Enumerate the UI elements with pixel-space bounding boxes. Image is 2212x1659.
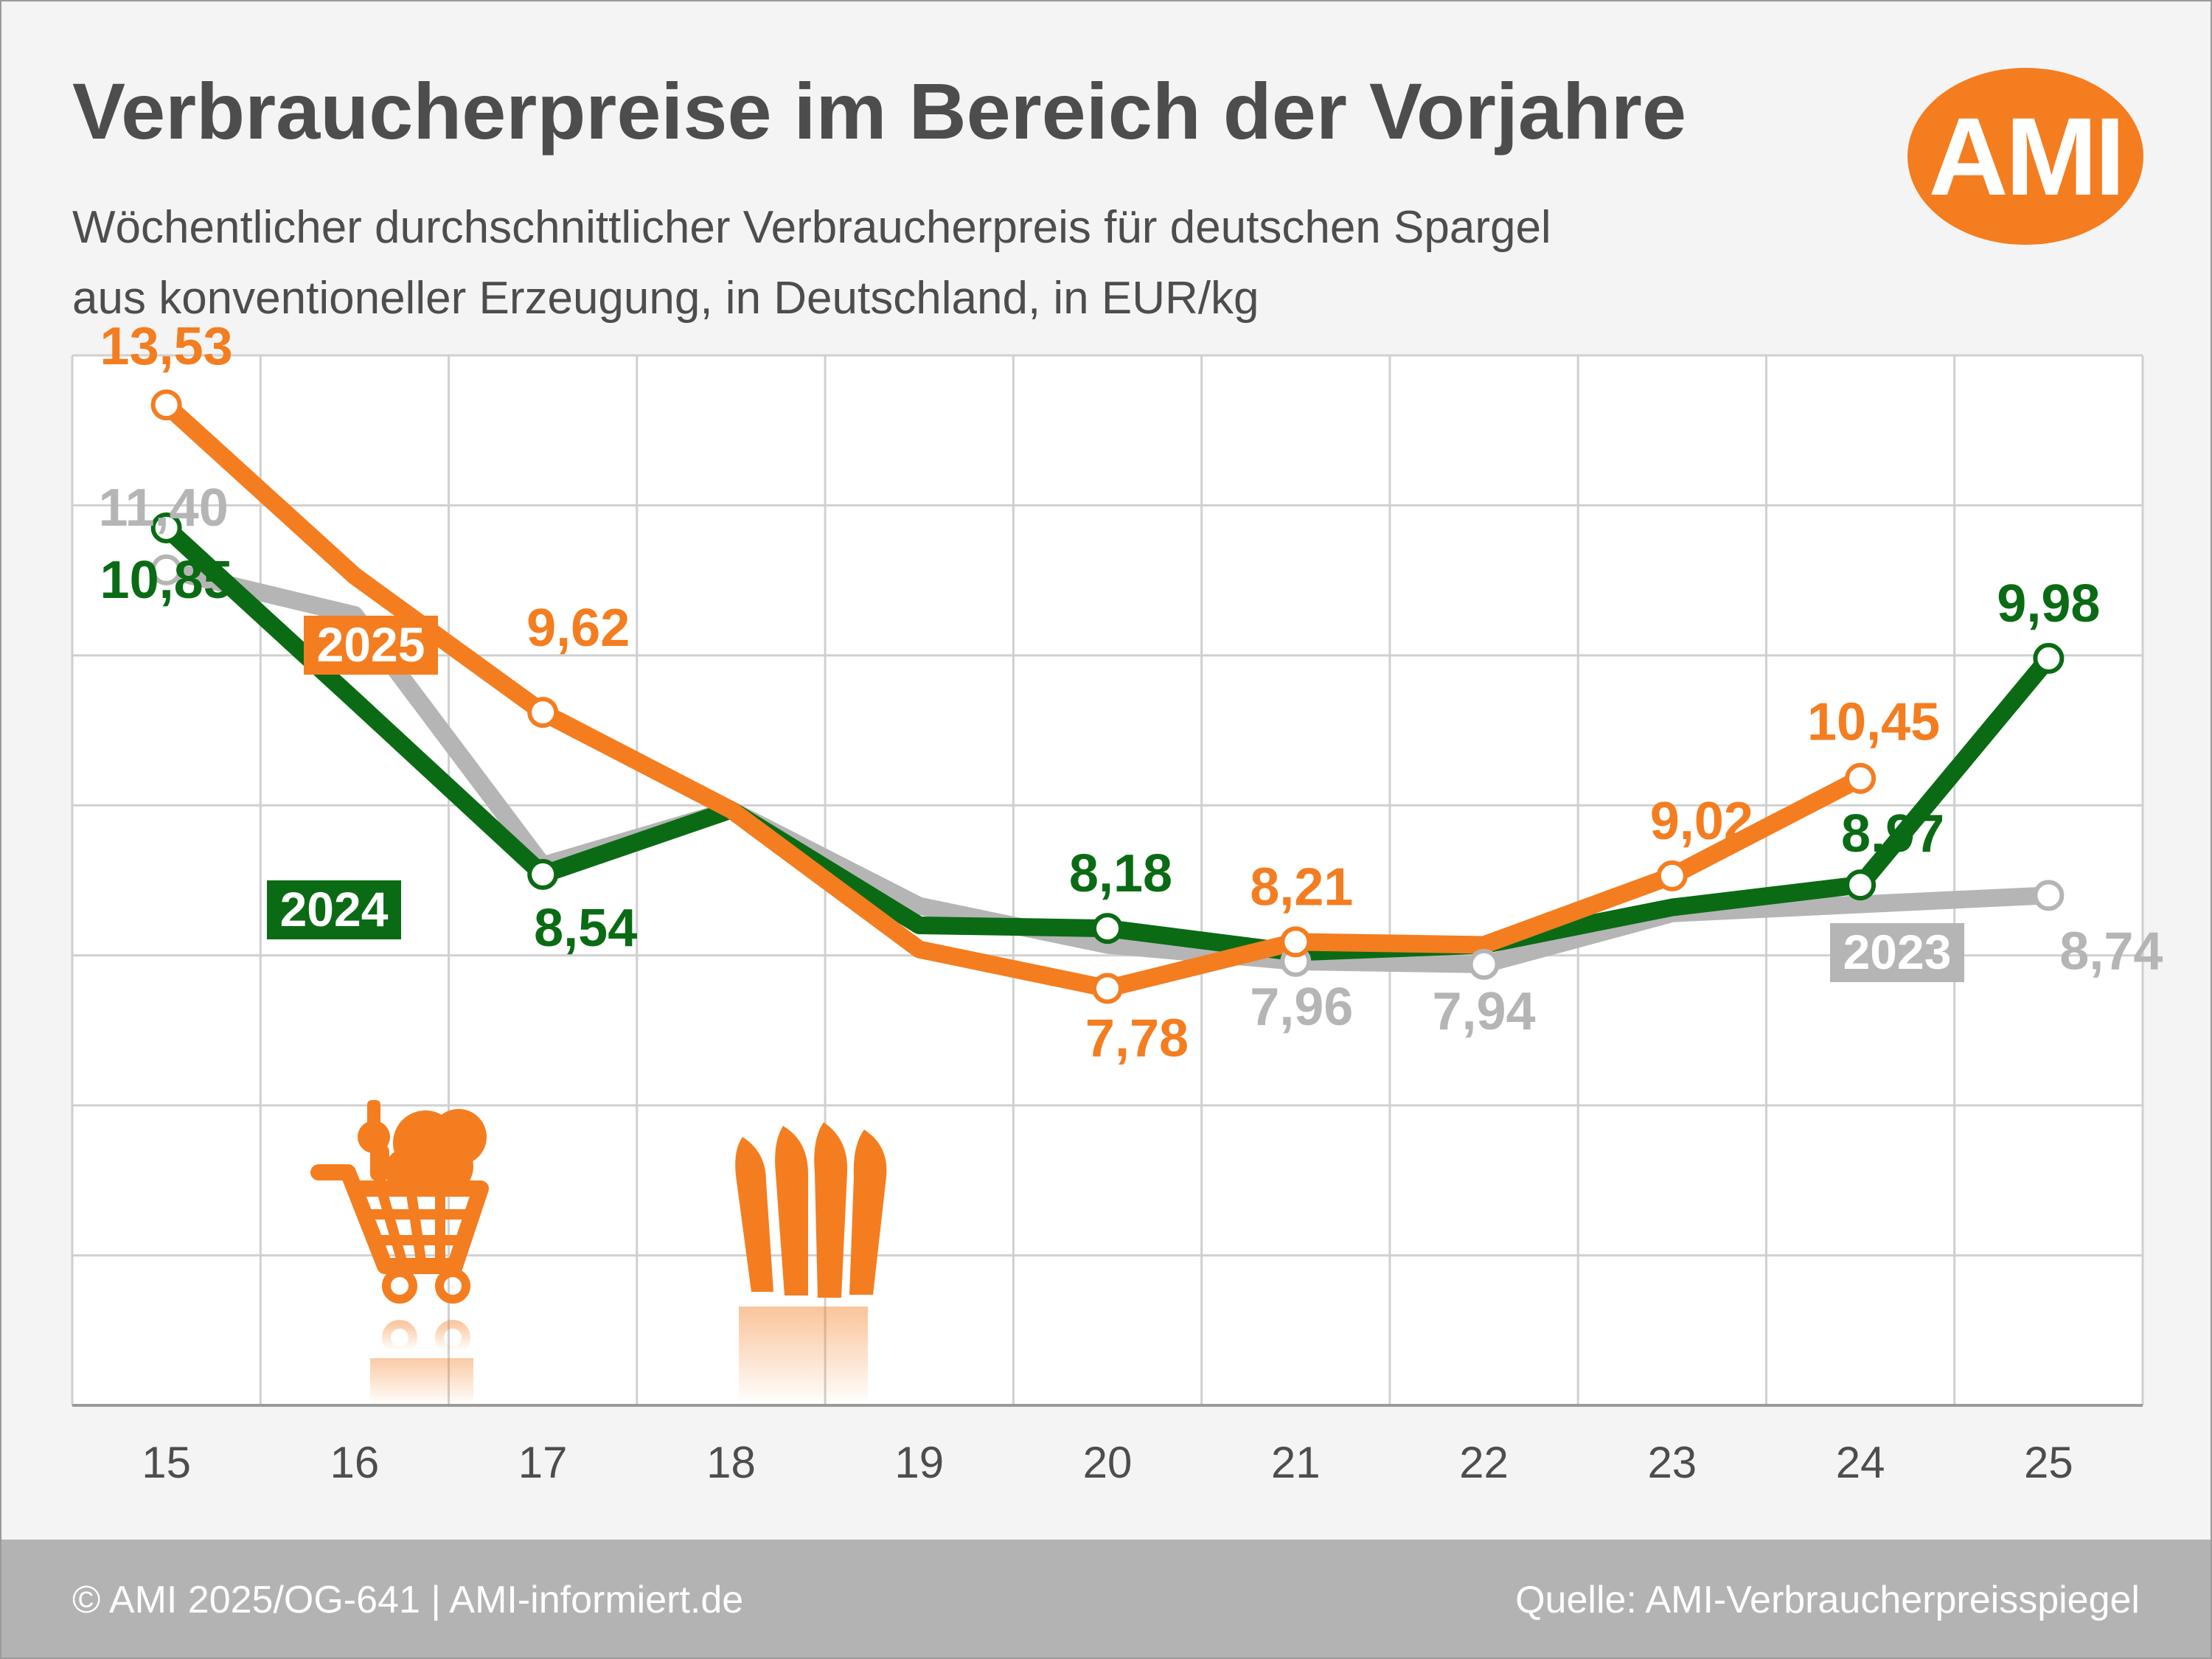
x-tick-label: 19 xyxy=(894,1438,944,1487)
x-tick-label: 23 xyxy=(1647,1438,1697,1487)
x-tick-label: 20 xyxy=(1083,1438,1133,1487)
x-tick-label: 22 xyxy=(1459,1438,1509,1487)
series-tag-box-2023 xyxy=(1830,923,1964,982)
data-label-2025: 9,62 xyxy=(526,599,630,658)
data-label-2023: 7,94 xyxy=(1432,982,1535,1041)
subtitle-line-1: Wöchentlicher durchschnittlicher Verbrau… xyxy=(72,202,1551,253)
data-point-2025 xyxy=(1280,926,1312,958)
series-tag-box-2024 xyxy=(267,880,401,939)
data-label-2025: 10,45 xyxy=(1807,693,1940,752)
data-point-2024 xyxy=(1092,913,1123,945)
x-tick-label: 21 xyxy=(1271,1438,1321,1487)
x-tick-label: 15 xyxy=(142,1438,191,1487)
data-point-2023 xyxy=(1468,948,1500,980)
series-tag-2023: 2023 xyxy=(1843,925,1952,979)
x-tick-label: 25 xyxy=(2024,1438,2073,1487)
data-point-2025 xyxy=(527,697,559,728)
price-line-chart: 11,40 7,96 7,94 8,74 10,85 8,54 8,18 8,97 9,98 13… xyxy=(71,317,2163,1487)
x-tick-label: 16 xyxy=(330,1438,380,1487)
x-tick-label: 17 xyxy=(518,1438,568,1487)
subtitle-line-2: aus konventioneller Erzeugung, in Deutsc… xyxy=(72,273,1259,324)
data-point-2024 xyxy=(1845,869,1877,901)
ami-logo: AMI xyxy=(1907,68,2143,245)
x-axis: 15 16 17 18 19 20 21 22 23 24 25 xyxy=(142,1438,2073,1487)
data-label-2024: 8,18 xyxy=(1069,844,1172,903)
series-tag-box-2025 xyxy=(304,616,438,675)
series-tag-2025: 2025 xyxy=(317,617,425,672)
data-label-2023: 11,40 xyxy=(99,479,229,538)
data-label-2024: 9,98 xyxy=(1997,574,2100,633)
shopping-cart-vegetables-icon xyxy=(310,1100,489,1405)
data-point-2025 xyxy=(1092,973,1123,1004)
data-labels: 11,40 7,96 7,94 8,74 10,85 8,54 8,18 8,97 9,98 13… xyxy=(99,317,2163,1068)
x-tick-label: 24 xyxy=(1836,1438,1885,1487)
asparagus-bundle-icon xyxy=(735,1122,887,1405)
data-point-2024 xyxy=(150,512,182,543)
data-point-2024 xyxy=(527,858,559,890)
data-label-2024: 8,97 xyxy=(1841,804,1944,863)
footer: © AMI 2025/OG-641 | AMI-informiert.de Qu… xyxy=(1,1540,2211,1658)
data-label-2024: 10,85 xyxy=(100,551,233,610)
footer-copyright: © AMI 2025/OG-641 | AMI-informiert.de xyxy=(72,1579,744,1621)
data-label-2025: 7,78 xyxy=(1085,1009,1189,1068)
data-label-2025: 8,21 xyxy=(1250,858,1353,917)
page-title: Verbraucherpreise im Bereich der Vorjahr… xyxy=(72,66,1687,156)
data-label-2025: 13,53 xyxy=(100,317,233,376)
data-point-2024 xyxy=(2033,642,2065,674)
data-label-2023: 8,74 xyxy=(2059,922,2163,981)
data-point-2025 xyxy=(1845,762,1877,794)
data-label-2025: 9,02 xyxy=(1650,792,1753,851)
data-points xyxy=(150,389,2065,1004)
data-point-2025 xyxy=(150,389,182,421)
data-point-2023 xyxy=(2033,880,2065,911)
data-label-2024: 8,54 xyxy=(534,899,637,958)
series-tags: 2023 2024 2025 xyxy=(267,616,1964,982)
data-point-2023 xyxy=(150,554,182,585)
data-label-2023: 7,96 xyxy=(1250,978,1353,1037)
series-line-2025 xyxy=(157,396,1870,998)
data-point-2025 xyxy=(1656,860,1688,891)
x-tick-label: 18 xyxy=(706,1438,756,1487)
series-tag-2024: 2024 xyxy=(280,882,389,936)
series-line-2023 xyxy=(157,560,2058,973)
footer-source: Quelle: AMI-Verbraucherpreisspiegel xyxy=(1515,1579,2140,1621)
